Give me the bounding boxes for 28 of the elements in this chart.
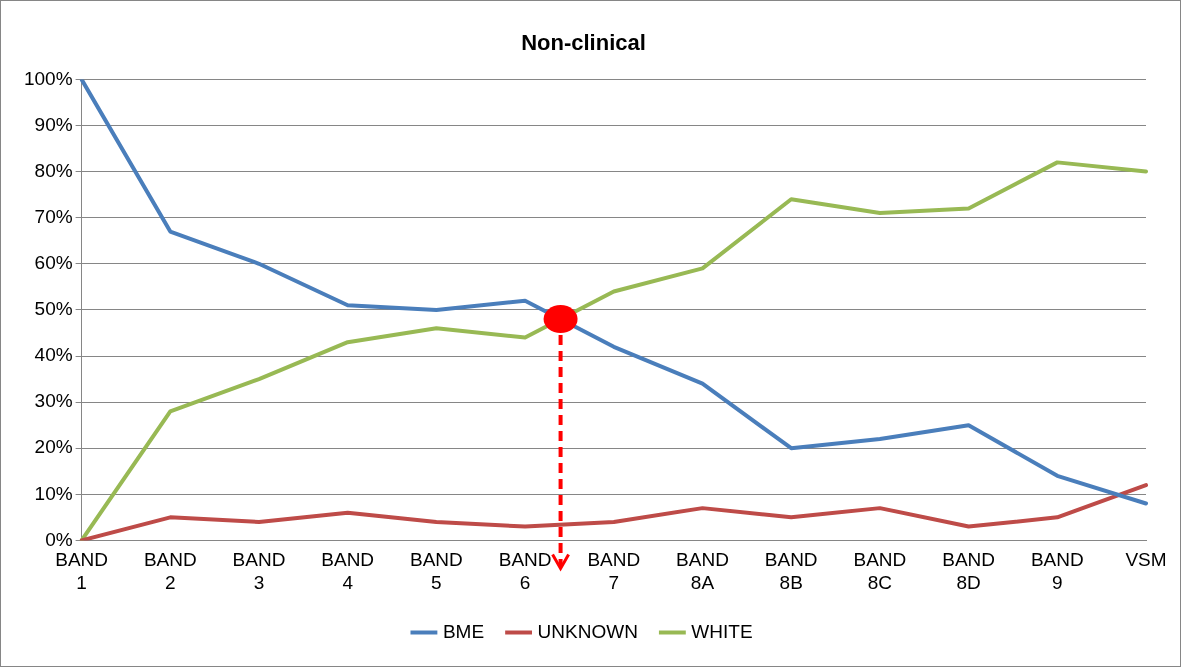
y-tick-label: 20%	[34, 436, 73, 458]
x-tick-label: VSM	[1125, 549, 1167, 571]
y-tick-label: 90%	[34, 113, 73, 135]
x-tick-label: BAND 8A	[676, 549, 729, 593]
x-tick-label: BAND 9	[1030, 549, 1084, 593]
x-tick-label: BAND 5	[410, 549, 463, 593]
y-tick-label: 60%	[34, 252, 73, 274]
y-tick-label: 100%	[23, 67, 73, 89]
legend-label: UNKNOWN	[537, 620, 638, 642]
y-tick-label: 40%	[34, 344, 73, 366]
y-tick-label: 70%	[34, 205, 73, 227]
x-tick-label: BAND 8B	[764, 549, 818, 593]
y-tick-label: 0%	[45, 528, 73, 550]
x-tick-label: BAND 7	[587, 549, 641, 593]
x-tick-label: BAND 2	[143, 549, 197, 593]
legend-label: WHITE	[691, 620, 753, 642]
x-tick-label: BAND 6	[498, 549, 552, 593]
x-tick-label: BAND 8C	[853, 549, 907, 593]
x-tick-label: BAND 8D	[942, 549, 995, 593]
x-tick-label: BAND 3	[232, 549, 286, 593]
y-tick-label: 30%	[34, 390, 73, 412]
y-tick-label: 10%	[34, 482, 73, 504]
x-tick-label: BAND 4	[321, 549, 375, 593]
y-tick-label: 80%	[34, 159, 73, 181]
chart-title: Non-clinical	[521, 30, 646, 56]
y-tick-label: 50%	[34, 298, 73, 320]
x-tick-label: BAND 1	[55, 549, 108, 593]
legend-label: BME	[442, 620, 485, 642]
